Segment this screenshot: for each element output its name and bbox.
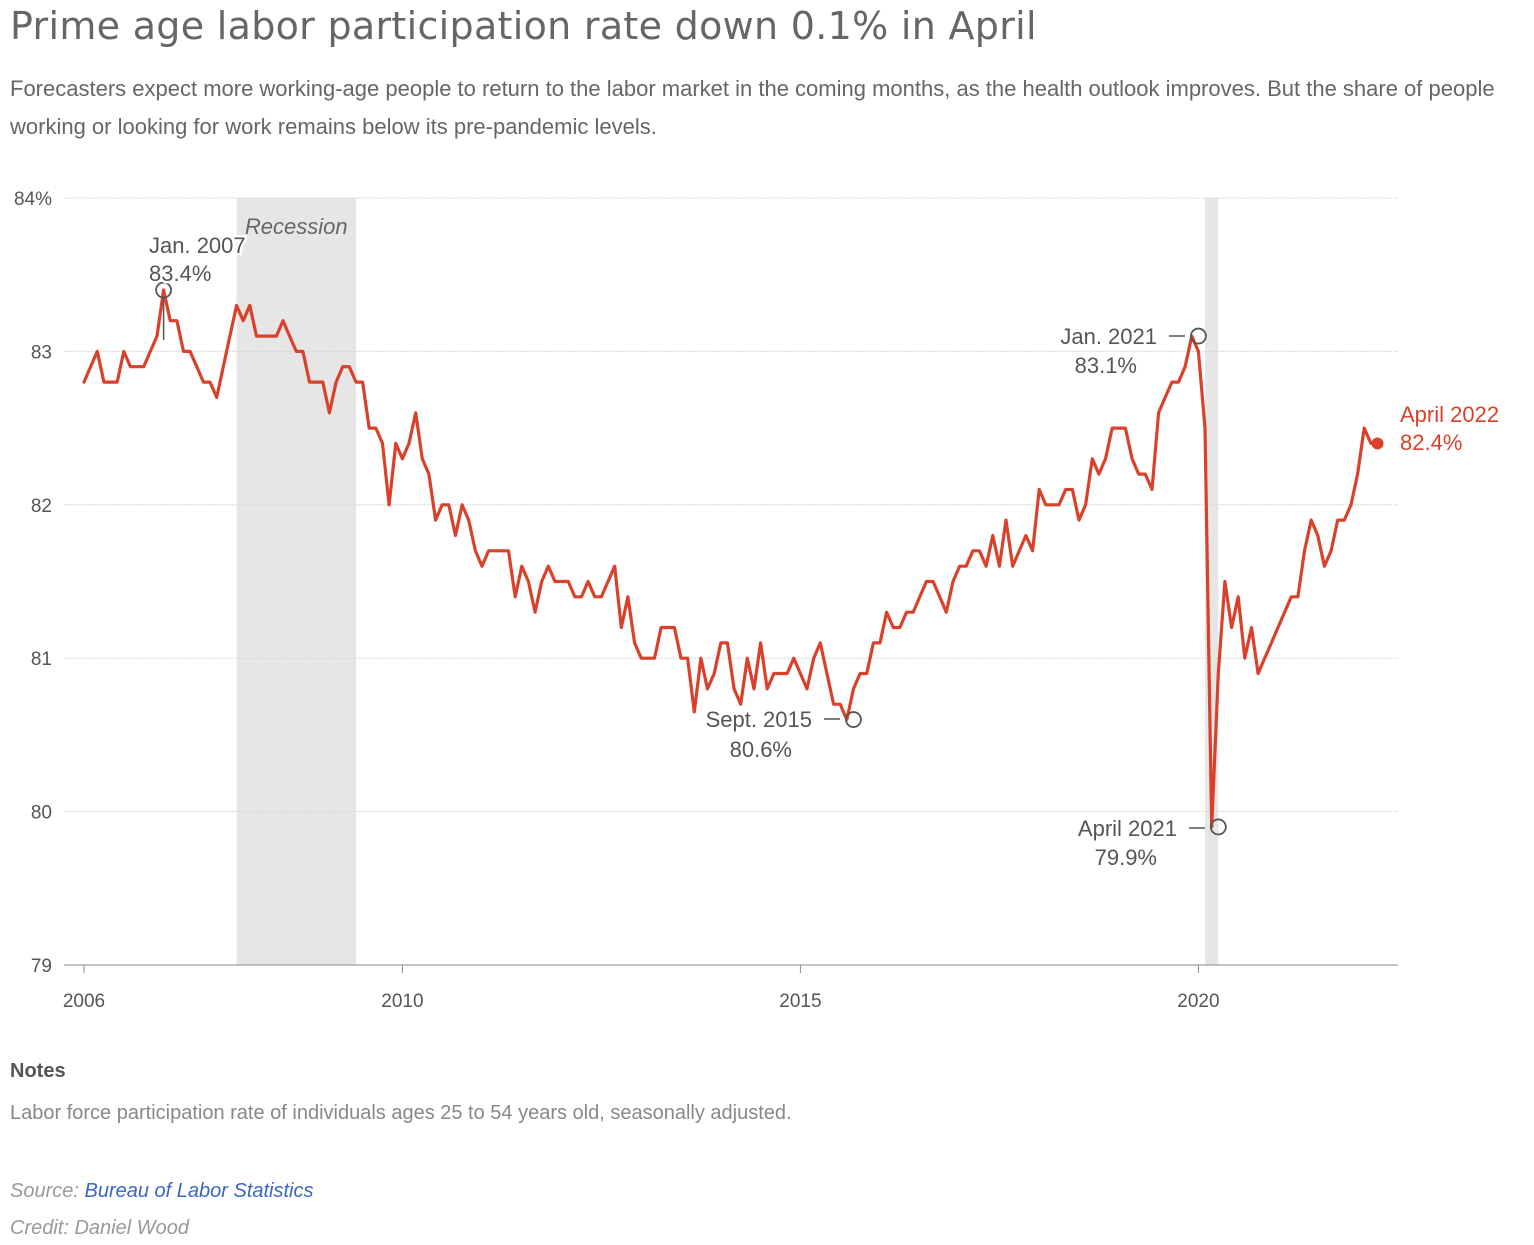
annotation-value: 83.4%: [149, 261, 211, 286]
annotation-label: Jan. 2007: [149, 233, 246, 258]
annotation-value: 82.4%: [1400, 430, 1462, 455]
annotation-label: April 2022: [1400, 402, 1499, 427]
recession-label: Recession: [245, 214, 348, 239]
annotation-marker: [155, 281, 173, 299]
notes-heading: Notes: [10, 1060, 66, 1082]
y-tick-label: 80: [31, 803, 52, 824]
annotation-marker: [1209, 818, 1227, 836]
annotation-label: Sept. 2015: [706, 707, 812, 732]
annotation-value: 79.9%: [1095, 845, 1157, 870]
recession-bands: Recession: [236, 198, 1219, 965]
annotation-value: 83.1%: [1075, 353, 1137, 378]
x-tick-label: 2020: [1177, 991, 1219, 1012]
chart-title: Prime age labor participation rate down …: [10, 4, 1037, 48]
y-tick-label: 79: [31, 956, 52, 977]
y-tick-label: 84%: [14, 189, 52, 210]
chart-subtitle: Forecasters expect more working-age peop…: [10, 76, 1495, 139]
source-link[interactable]: Bureau of Labor Statistics: [84, 1180, 314, 1202]
annotation-label: April 2021: [1078, 816, 1177, 841]
x-tick-label: 2015: [779, 991, 821, 1012]
recession-band: [236, 198, 356, 965]
highlight-marker: [1371, 437, 1384, 450]
x-tick-label: 2006: [63, 991, 105, 1012]
y-tick-label: 82: [31, 496, 52, 517]
annotation-marker: [845, 711, 862, 728]
x-tick-label: 2010: [381, 991, 423, 1012]
axes: 84% 83 82 81 80 79 2006 2010 2015 2020: [14, 189, 1398, 1012]
source-line: Source: Bureau of Labor Statistics: [10, 1180, 314, 1203]
annotations: Jan. 2007 83.4% Sept. 2015 80.6% Jan. 2021 83…: [147, 231, 1502, 873]
annotation-label: Jan. 2021: [1060, 324, 1157, 349]
y-tick-label: 81: [31, 649, 52, 670]
y-tick-label: 83: [31, 342, 52, 363]
credit-line: Credit: Daniel Wood: [10, 1217, 189, 1239]
notes-text: Labor force participation rate of indivi…: [10, 1102, 792, 1124]
series-line: [82, 288, 1380, 829]
annotation-marker: [1190, 327, 1207, 345]
source-prefix: Source:: [10, 1180, 85, 1202]
annotation-value: 80.6%: [730, 737, 792, 762]
series-layer: [82, 288, 1380, 829]
